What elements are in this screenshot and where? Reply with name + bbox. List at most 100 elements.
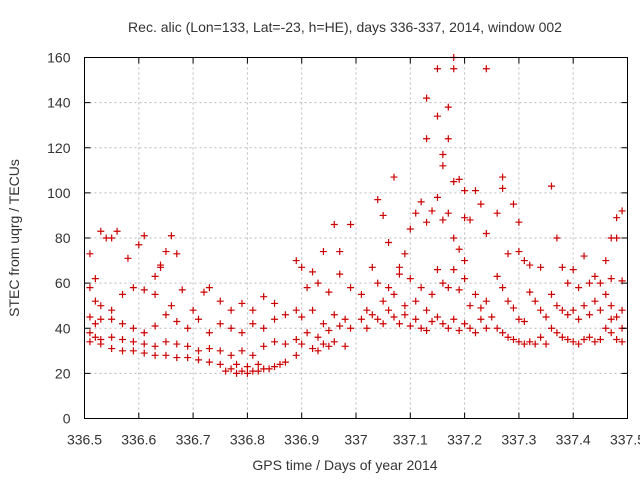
data-point [585, 279, 593, 287]
data-point [298, 340, 306, 348]
data-point [97, 227, 105, 235]
data-point [428, 317, 436, 325]
y-tick-label: 60 [55, 275, 71, 291]
data-point [439, 162, 447, 170]
data-point [450, 65, 458, 73]
data-point [596, 336, 604, 344]
data-point [271, 299, 279, 307]
data-point [271, 315, 279, 323]
data-point [319, 248, 327, 256]
data-point [336, 270, 344, 278]
data-point [482, 65, 490, 73]
data-point [319, 320, 327, 328]
data-point [292, 306, 300, 314]
data-point [613, 313, 621, 321]
data-point [374, 315, 382, 323]
x-tick-label: 337 [344, 432, 368, 448]
y-tick-label: 80 [55, 230, 71, 246]
data-point [439, 279, 447, 287]
data-point [395, 320, 403, 328]
data-point [140, 340, 148, 348]
data-point [178, 286, 186, 294]
data-point [547, 182, 555, 190]
data-point [585, 333, 593, 341]
data-point [173, 354, 181, 362]
y-tick-label: 160 [47, 50, 71, 66]
y-axis-label: STEC from uqrg / TECUs [6, 159, 22, 317]
data-point [271, 363, 279, 371]
data-point [379, 297, 387, 305]
data-point [260, 324, 268, 332]
data-point [97, 340, 105, 348]
data-point [254, 367, 262, 375]
data-point [129, 347, 137, 355]
data-point [238, 329, 246, 337]
data-point [444, 209, 452, 217]
data-point [444, 103, 452, 111]
data-point [575, 284, 583, 292]
data-point [558, 263, 566, 271]
data-point [173, 340, 181, 348]
data-point [303, 284, 311, 292]
data-point [417, 324, 425, 332]
data-point [341, 342, 349, 350]
data-point [553, 234, 561, 242]
data-point [184, 324, 192, 332]
data-point [493, 209, 501, 217]
data-point [488, 313, 496, 321]
data-point [233, 360, 241, 368]
data-point [461, 187, 469, 195]
data-point [271, 338, 279, 346]
data-point [119, 320, 127, 328]
x-tick-labels: 336.5 336.6 336.7 336.8 336.9 337 337.1 337.2 33… [67, 432, 640, 448]
data-point [493, 324, 501, 332]
data-point [249, 320, 257, 328]
data-point [108, 306, 116, 314]
data-point [162, 248, 170, 256]
data-point [423, 306, 431, 314]
axis-ticks [84, 57, 628, 419]
data-point [298, 263, 306, 271]
data-point [151, 322, 159, 330]
data-point [135, 241, 143, 249]
data-point [471, 290, 479, 298]
data-point [86, 329, 94, 337]
data-point [417, 284, 425, 292]
data-point [515, 338, 523, 346]
data-point [613, 234, 621, 242]
data-point [542, 313, 550, 321]
data-point [569, 338, 577, 346]
y-tick-label: 20 [55, 365, 71, 381]
data-point [542, 340, 550, 348]
data-point [602, 257, 610, 265]
data-point [455, 175, 463, 183]
data-point [613, 336, 621, 344]
data-point [520, 317, 528, 325]
data-point [363, 306, 371, 314]
data-point [575, 340, 583, 348]
data-point [444, 324, 452, 332]
data-point [216, 297, 224, 305]
y-tick-labels: 0 20 40 60 80 100 120 140 160 [47, 50, 71, 427]
data-point [238, 347, 246, 355]
data-point [108, 315, 116, 323]
data-point [466, 302, 474, 310]
data-point [140, 349, 148, 357]
data-point [477, 304, 485, 312]
data-point [471, 187, 479, 195]
x-tick-label: 336.7 [176, 432, 211, 448]
data-point [602, 324, 610, 332]
data-point [406, 225, 414, 233]
data-point [385, 239, 393, 247]
data-point [325, 342, 333, 350]
data-point [477, 315, 485, 323]
data-point [433, 65, 441, 73]
data-point [493, 272, 501, 280]
data-point [591, 338, 599, 346]
data-point [314, 347, 322, 355]
x-tick-label: 336.5 [67, 432, 102, 448]
x-tick-label: 336.6 [121, 432, 156, 448]
data-point [319, 340, 327, 348]
data-point [227, 306, 235, 314]
